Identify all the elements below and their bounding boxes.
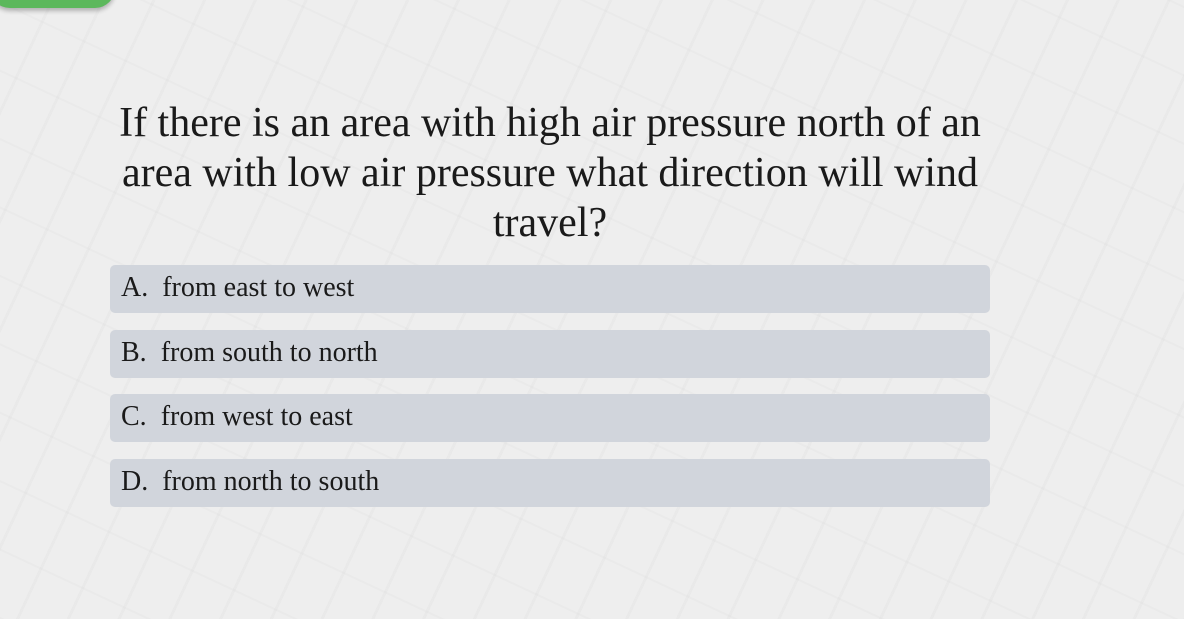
option-text: from south to north	[160, 337, 378, 368]
option-letter: C.	[121, 401, 147, 432]
option-letter: B.	[121, 337, 147, 368]
option-a[interactable]: A. from east to west	[110, 265, 990, 313]
option-c[interactable]: C. from west to east	[110, 394, 990, 442]
option-letter: D.	[121, 466, 149, 497]
option-b[interactable]: B. from south to north	[110, 330, 990, 378]
option-text: from west to east	[160, 401, 353, 432]
option-text: from east to west	[162, 272, 355, 303]
option-text: from north to south	[162, 466, 380, 497]
green-tab	[0, 0, 115, 8]
question-text: If there is an area with high air pressu…	[119, 100, 981, 246]
option-d[interactable]: D. from north to south	[110, 459, 990, 507]
option-letter: A.	[121, 272, 149, 303]
